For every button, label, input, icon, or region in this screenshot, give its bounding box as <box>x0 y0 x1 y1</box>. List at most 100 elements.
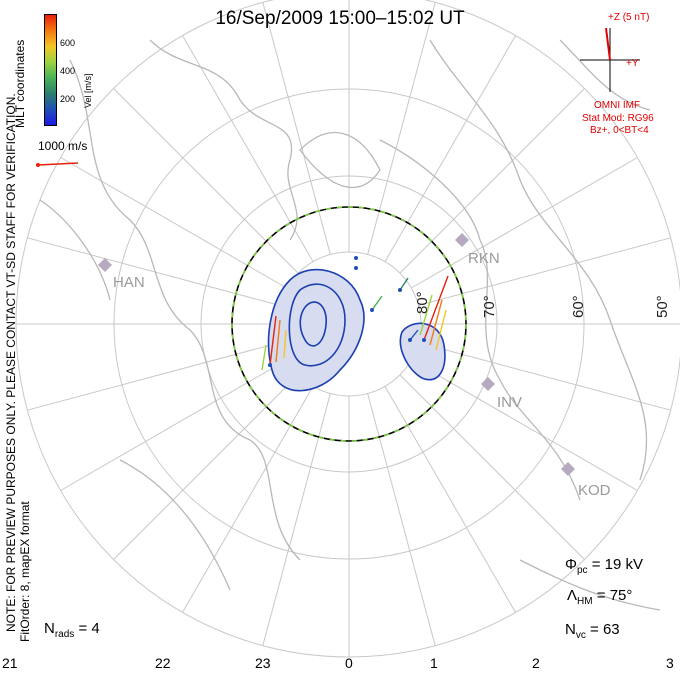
mlt-meridian <box>182 35 314 262</box>
mlt-meridian <box>418 237 671 306</box>
latitude-label-80: 80° <box>414 291 431 314</box>
imf-y-label: +Y <box>626 58 639 69</box>
vector <box>283 329 287 359</box>
fit-order-note: FitOrder: 8, mapEX format <box>18 501 32 642</box>
mlt-meridian <box>60 157 287 289</box>
imf-source-label: OMNI IMF <box>594 100 641 111</box>
velocity-scale-label: 1000 m/s <box>38 139 88 153</box>
station-label-kod: KOD <box>578 482 611 499</box>
station-label-rkn: RKN <box>468 250 500 267</box>
velocity-vectors <box>261 275 449 371</box>
coast-path <box>379 139 581 501</box>
lambda-hm-stat: ΛHM = 75° <box>567 587 633 607</box>
n-rads-value: 4 <box>91 620 100 637</box>
mlt-hour-label: 21 <box>2 655 18 671</box>
vector <box>399 277 409 291</box>
heppner-maynard-boundary-dash <box>231 206 467 442</box>
colorbar-label: Vel [m/s] <box>83 73 93 108</box>
vector <box>435 309 447 351</box>
mlt-meridian <box>411 359 638 491</box>
n-vc-stat: Nvc = 63 <box>565 621 620 641</box>
velocity-colorbar <box>44 14 57 126</box>
coast-path <box>519 39 661 611</box>
station-label-han: HAN <box>113 274 145 291</box>
preview-warning-note: NOTE: FOR PREVIEW PURPOSES ONLY. PLEASE … <box>4 93 18 632</box>
vector-origin <box>422 338 426 342</box>
vector <box>409 329 419 341</box>
mlt-hour-label: 23 <box>255 655 271 671</box>
vector <box>275 319 281 363</box>
stat-model-label: Stat Mod: RG96 <box>582 113 654 124</box>
phi-pc-value: 19 kV <box>604 556 643 573</box>
coast-path <box>429 39 648 481</box>
mlt-meridian <box>27 237 280 306</box>
mlt-meridian <box>182 386 314 613</box>
vector-origin <box>268 363 272 367</box>
mlt-hour-label: 3 <box>666 655 674 671</box>
mlt-hour-label: 22 <box>155 655 171 671</box>
coastlines <box>39 39 661 611</box>
station-marker-kod <box>561 462 575 476</box>
map-title: 16/Sep/2009 15:00–15:02 UT <box>215 8 465 29</box>
coast-path <box>69 59 301 561</box>
imf-z-label: +Z (5 nT) <box>608 12 650 23</box>
coast-path <box>299 132 381 188</box>
mlt-meridian <box>384 386 516 613</box>
velocity-scale-line <box>37 162 79 166</box>
mlt-meridian <box>399 374 585 560</box>
dawn-cell-outer <box>399 322 446 381</box>
vector <box>371 295 383 311</box>
mlt-meridian <box>367 393 436 646</box>
latitude-label-70: 70° <box>481 295 498 318</box>
mlt-meridian <box>113 374 299 560</box>
mlt-meridian <box>60 359 287 491</box>
velocity-scale-origin <box>36 163 40 167</box>
station-marker-inv <box>481 377 495 391</box>
vector-origin <box>354 266 358 270</box>
mlt-meridian <box>262 393 331 646</box>
n-rads-stat: Nrads = 4 <box>44 620 100 640</box>
vector <box>423 275 449 341</box>
colorbar-tick: 200 <box>60 94 76 104</box>
n-vc-value: 63 <box>602 621 620 638</box>
mlt-hour-label: 0 <box>345 655 353 671</box>
vector <box>419 294 433 336</box>
imf-condition-label: Bz+, 0<BT<4 <box>590 125 649 136</box>
coast-path <box>149 39 298 241</box>
vector-origins <box>268 256 426 367</box>
imf-vector <box>605 27 611 61</box>
vector <box>269 315 277 366</box>
mlt-meridian <box>262 2 331 255</box>
latitude-label-50: 50° <box>654 295 671 318</box>
vector-origin <box>370 308 374 312</box>
colorbar-tick: 400 <box>60 66 76 76</box>
mlt-hour-label: 1 <box>430 655 438 671</box>
latitude-label-60: 60° <box>570 295 587 318</box>
colorbar-gradient <box>45 15 56 125</box>
phi-pc-stat: Φpc = 19 kV <box>565 556 643 576</box>
dusk-cell-outer <box>267 268 365 392</box>
vector-origin <box>354 256 358 260</box>
vector-origin <box>408 338 412 342</box>
mlt-meridian <box>113 88 299 274</box>
vector <box>429 299 443 346</box>
station-label-inv: INV <box>497 394 523 411</box>
mlt-meridian <box>418 342 671 411</box>
mlt-hour-label: 2 <box>532 655 540 671</box>
dusk-cell-inner <box>299 301 327 347</box>
station-marker-han <box>98 258 112 272</box>
lambda-hm-value: 75° <box>609 587 633 604</box>
convection-contours <box>267 268 446 392</box>
vector-origin <box>398 288 402 292</box>
colorbar-tick: 600 <box>60 38 76 48</box>
mlt-meridian <box>399 88 585 274</box>
station-marker-rkn <box>455 233 469 247</box>
dusk-cell-mid <box>288 283 346 367</box>
station-markers <box>98 233 575 476</box>
mlt-meridian <box>411 157 638 289</box>
coast-path <box>39 199 231 591</box>
mlt-meridian <box>367 2 436 255</box>
mlt-meridians <box>16 0 680 657</box>
vector <box>261 344 267 371</box>
